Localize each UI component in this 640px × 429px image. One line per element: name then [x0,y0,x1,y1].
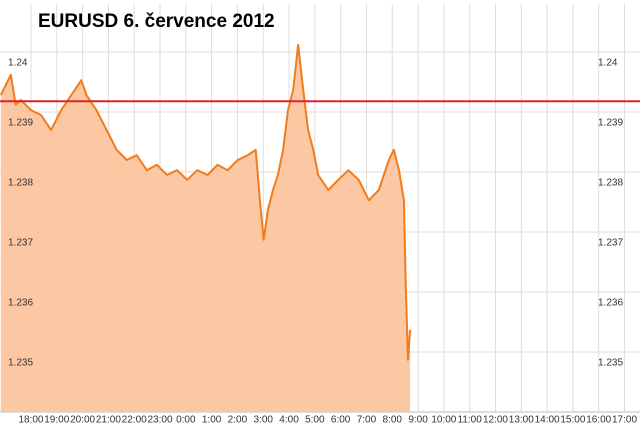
x-tick-label: 9:00 [408,415,428,426]
x-tick-label: 6:00 [331,415,351,426]
plot [0,43,640,413]
y-tick-label-right: 1.24 [598,58,618,69]
x-tick-label: 7:00 [357,415,377,426]
x-tick-label: 15:00 [560,415,585,426]
x-tick-label: 22:00 [122,415,147,426]
x-tick-label: 18:00 [18,415,43,426]
x-tick-label: 4:00 [279,415,299,426]
y-tick-label-right: 1.238 [598,178,623,189]
x-tick-label: 0:00 [176,415,196,426]
y-tick-label-right: 1.239 [598,118,623,129]
x-tick-label: 3:00 [253,415,273,426]
y-tick-label: 1.236 [8,298,33,309]
y-tick-label-right: 1.235 [598,358,623,369]
line [0,43,412,361]
y-tick-label: 1.237 [8,238,33,249]
x-tick-label: 5:00 [305,415,325,426]
x-tick-label: 16:00 [586,415,611,426]
y-tick-label-right: 1.237 [598,238,623,249]
x-tick-label: 21:00 [96,415,121,426]
x-tick-label: 19:00 [44,415,69,426]
x-tick-label: 23:00 [147,415,172,426]
y-tick-label: 1.24 [8,58,28,69]
x-tick-label: 10:00 [431,415,456,426]
labels: 1.24 1.24 1.239 1.239 1.238 1.238 1.237 1.237 1.… [8,58,637,426]
x-tick-label: 2:00 [228,415,248,426]
y-tick-label: 1.235 [8,358,33,369]
x-tick-label: 14:00 [535,415,560,426]
y-tick-label-right: 1.236 [598,298,623,309]
y-tick-label: 1.238 [8,178,33,189]
x-tick-label: 12:00 [483,415,508,426]
x-tick-label: 17:00 [612,415,637,426]
y-tick-label: 1.239 [8,118,33,129]
x-tick-label: 20:00 [70,415,95,426]
x-tick-label: 13:00 [509,415,534,426]
chart-title: EURUSD 6. července 2012 [38,11,275,32]
area [0,44,411,413]
x-tick-label: 11:00 [458,415,483,426]
x-tick-label: 8:00 [383,415,403,426]
x-tick-label: 1:00 [202,415,222,426]
